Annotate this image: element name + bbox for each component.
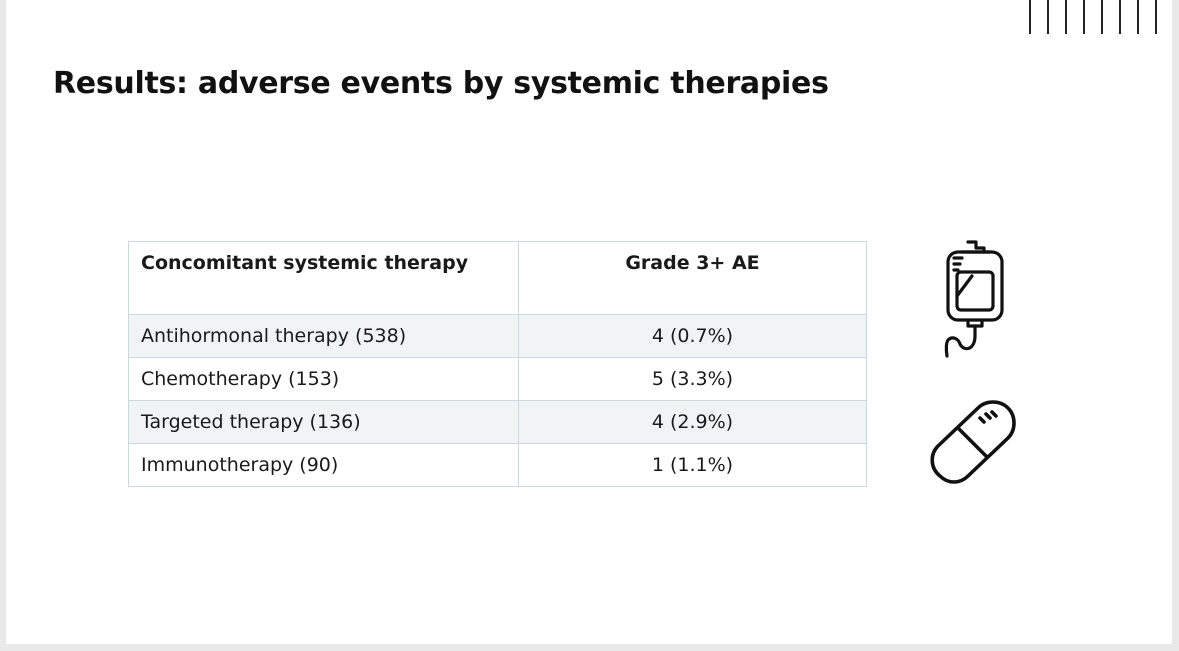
- therapy-cell: Targeted therapy (136): [128, 400, 519, 444]
- ae-value-cell: 4 (0.7%): [518, 314, 867, 358]
- ae-value-cell: 5 (3.3%): [518, 357, 867, 401]
- table-row: Immunotherapy (90) 1 (1.1%): [128, 443, 867, 487]
- slide: Results: adverse events by systemic ther…: [6, 0, 1172, 644]
- table-row: Antihormonal therapy (538) 4 (0.7%): [128, 314, 867, 358]
- column-header-therapy: Concomitant systemic therapy: [128, 241, 519, 315]
- page-title: Results: adverse events by systemic ther…: [53, 66, 829, 101]
- iv-bag-icon: [944, 240, 1004, 358]
- therapy-cell: Antihormonal therapy (538): [128, 314, 519, 358]
- ae-value-cell: 4 (2.9%): [518, 400, 867, 444]
- ae-value-cell: 1 (1.1%): [518, 443, 867, 487]
- vertical-bars-decoration: [1029, 0, 1157, 34]
- pill-icon: [930, 400, 1016, 484]
- table-row: Targeted therapy (136) 4 (2.9%): [128, 400, 867, 444]
- therapy-cell: Chemotherapy (153): [128, 357, 519, 401]
- therapy-cell: Immunotherapy (90): [128, 443, 519, 487]
- table-row: Chemotherapy (153) 5 (3.3%): [128, 357, 867, 401]
- column-header-grade3-ae: Grade 3+ AE: [518, 241, 867, 315]
- adverse-events-table: Concomitant systemic therapy Grade 3+ AE…: [128, 241, 867, 487]
- table-header-row: Concomitant systemic therapy Grade 3+ AE: [128, 241, 867, 315]
